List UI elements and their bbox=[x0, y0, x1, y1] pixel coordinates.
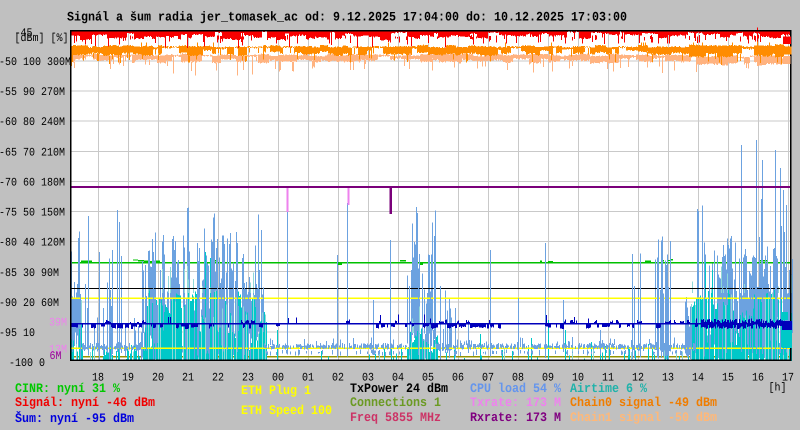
svg-text:20: 20 bbox=[152, 372, 164, 385]
svg-text:Txrate: 173 M: Txrate: 173 M bbox=[470, 395, 561, 410]
svg-text:17: 17 bbox=[782, 372, 794, 385]
svg-text:[dBm] [%]: [dBm] [%] bbox=[15, 32, 69, 45]
svg-text:-65 70 210M: -65 70 210M bbox=[0, 146, 65, 159]
svg-text:Freq 5855 MHz: Freq 5855 MHz bbox=[350, 410, 441, 425]
svg-text:-80 40 120M: -80 40 120M bbox=[0, 237, 65, 250]
svg-text:19: 19 bbox=[122, 372, 134, 385]
svg-text:-85 30 90M: -85 30 90M bbox=[0, 267, 59, 280]
svg-text:18: 18 bbox=[92, 372, 104, 385]
svg-text:14: 14 bbox=[692, 372, 704, 385]
svg-text:05: 05 bbox=[422, 372, 434, 385]
svg-text:TxPower 24 dBm: TxPower 24 dBm bbox=[350, 381, 448, 396]
svg-text:Signál a šum radia jer_tomasek: Signál a šum radia jer_tomasek_ac od: 9.… bbox=[67, 10, 627, 25]
svg-text:11: 11 bbox=[602, 372, 614, 385]
svg-text:-55 90 270M: -55 90 270M bbox=[0, 86, 65, 99]
svg-text:-100 0: -100 0 bbox=[9, 357, 45, 370]
svg-text:Airtime 6 %: Airtime 6 % bbox=[570, 381, 647, 396]
svg-text:15: 15 bbox=[722, 372, 734, 385]
svg-text:22: 22 bbox=[212, 372, 224, 385]
svg-text:00: 00 bbox=[272, 372, 284, 385]
svg-text:-90 20 60M: -90 20 60M bbox=[0, 297, 59, 310]
svg-text:04: 04 bbox=[392, 372, 404, 385]
svg-text:23: 23 bbox=[242, 372, 254, 385]
svg-text:09: 09 bbox=[542, 372, 554, 385]
svg-text:03: 03 bbox=[362, 372, 374, 385]
svg-text:6M: 6M bbox=[50, 350, 62, 363]
svg-text:13M: 13M bbox=[49, 343, 67, 356]
svg-text:Signál: nyní -46 dBm: Signál: nyní -46 dBm bbox=[15, 395, 155, 410]
svg-text:08: 08 bbox=[512, 372, 524, 385]
svg-text:-75 50 150M: -75 50 150M bbox=[0, 207, 65, 220]
svg-text:ETH Speed 100: ETH Speed 100 bbox=[241, 403, 332, 418]
svg-text:13: 13 bbox=[662, 372, 674, 385]
svg-text:Chain1 signal -50 dBm: Chain1 signal -50 dBm bbox=[570, 410, 717, 425]
svg-text:12: 12 bbox=[632, 372, 644, 385]
svg-text:10: 10 bbox=[572, 372, 584, 385]
svg-text:01: 01 bbox=[302, 372, 314, 385]
svg-text:-50 100 300M: -50 100 300M bbox=[0, 56, 71, 69]
svg-text:Chain0 signal -49 dBm: Chain0 signal -49 dBm bbox=[570, 395, 717, 410]
svg-text:-60 80 240M: -60 80 240M bbox=[0, 116, 65, 129]
svg-text:07: 07 bbox=[482, 372, 494, 385]
svg-text:ETH Plug 1: ETH Plug 1 bbox=[241, 383, 311, 398]
svg-text:21: 21 bbox=[182, 372, 194, 385]
svg-text:CPU load 54 %: CPU load 54 % bbox=[470, 381, 561, 396]
svg-text:39M: 39M bbox=[49, 317, 67, 330]
svg-text:Connections 1: Connections 1 bbox=[350, 395, 441, 410]
svg-text:16: 16 bbox=[752, 372, 764, 385]
svg-text:-70 60 180M: -70 60 180M bbox=[0, 176, 65, 189]
svg-text:[h]: [h] bbox=[769, 382, 787, 395]
svg-text:-95 10: -95 10 bbox=[0, 327, 35, 340]
svg-text:Šum: nyní -95 dBm: Šum: nyní -95 dBm bbox=[15, 411, 134, 426]
svg-text:-45: -45 bbox=[15, 27, 33, 40]
svg-text:Rxrate: 173 M: Rxrate: 173 M bbox=[470, 410, 561, 425]
svg-text:06: 06 bbox=[452, 372, 464, 385]
svg-text:CINR: nyní 31 %: CINR: nyní 31 % bbox=[15, 381, 120, 396]
svg-text:02: 02 bbox=[332, 372, 344, 385]
